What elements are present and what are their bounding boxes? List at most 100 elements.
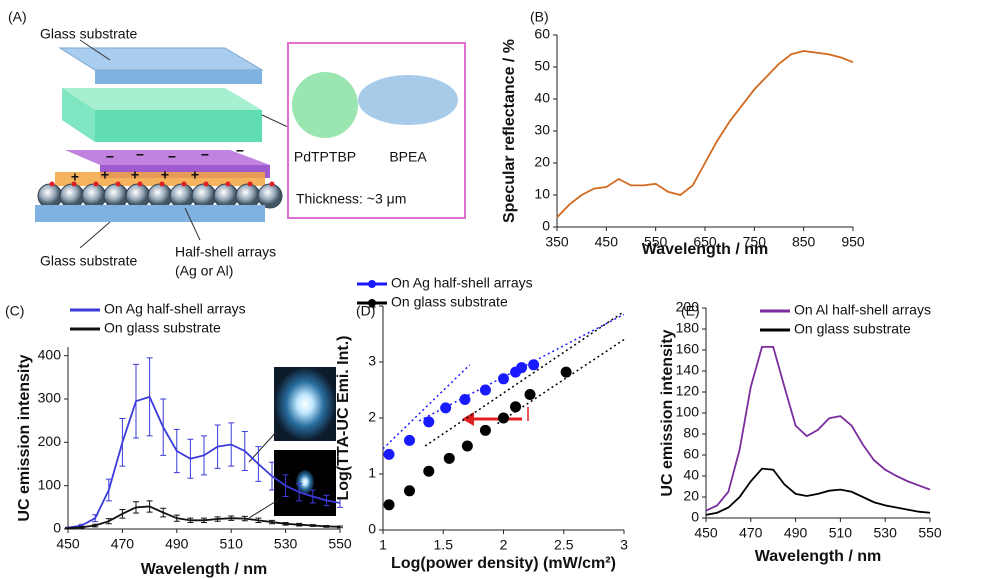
figure: (A) Glass substrate Glass substrate Half…: [0, 0, 983, 579]
x-tick-label: 450: [595, 234, 619, 250]
charge: +: [101, 167, 109, 183]
legend-label: On Al half-shell arrays: [794, 302, 931, 318]
label: Thickness: ~3 μm: [296, 191, 406, 207]
sensitizer-molecule: [292, 72, 358, 138]
point: [459, 394, 470, 405]
y-axis-label: UC emission intensity: [659, 329, 676, 496]
point: [480, 385, 491, 396]
label: Glass substrate: [40, 253, 137, 269]
y-tick-label: 160: [676, 341, 700, 357]
point: [444, 453, 455, 464]
fit-line: [383, 365, 470, 449]
y-tick-label: 40: [683, 467, 699, 483]
point: [516, 362, 527, 373]
point: [561, 367, 572, 378]
inset-images: [249, 367, 336, 518]
x-tick-label: 470: [111, 536, 135, 552]
y-tick-label: 0: [368, 521, 376, 537]
half-shell: [148, 184, 172, 208]
x-tick-label: 950: [841, 234, 865, 250]
x-tick-label: 530: [874, 525, 898, 541]
y-tick-label: 200: [676, 299, 700, 315]
y-axis-label: Log(TTA-UC Emi. Int.): [335, 336, 352, 501]
x-tick-label: 510: [220, 536, 244, 552]
dot: [204, 182, 209, 187]
y-tick-label: 40: [534, 90, 550, 106]
point: [528, 359, 539, 370]
y-axis-label: UC emission intensity: [16, 354, 33, 521]
callout: [80, 222, 110, 248]
legend-marker: [368, 280, 376, 288]
x-tick-label: 1.5: [434, 537, 454, 553]
charge: +: [131, 167, 139, 183]
dot: [270, 182, 275, 187]
x-axis-label: Wavelength / nm: [642, 241, 769, 258]
charge: −: [201, 147, 209, 163]
series-line: [706, 347, 930, 511]
callout: [262, 115, 290, 128]
inset-image: [274, 367, 336, 441]
point: [498, 413, 509, 424]
y-tick-label: 20: [683, 488, 699, 504]
y-axis-label: Specular reflectance / %: [501, 39, 518, 223]
half-shell: [38, 184, 62, 208]
y-tick-label: 400: [38, 346, 62, 362]
half-shell: [126, 184, 150, 208]
charge: +: [71, 169, 79, 185]
label: BPEA: [389, 149, 427, 165]
glass-bottom: [35, 205, 265, 222]
callout: [249, 430, 278, 462]
point: [384, 499, 395, 510]
y-tick-label: 0: [691, 509, 699, 525]
x-axis-label: Log(power density) (mW/cm²): [391, 555, 616, 572]
spheres: [38, 182, 282, 209]
film-side: [95, 110, 262, 142]
x-tick-label: 530: [274, 536, 298, 552]
x-tick-label: 550: [918, 525, 942, 541]
charge: −: [136, 147, 144, 163]
label: Glass substrate: [40, 26, 137, 42]
y-tick-label: 0: [542, 218, 550, 234]
charge: −: [236, 143, 244, 159]
half-shell: [104, 184, 128, 208]
x-tick-label: 550: [328, 536, 352, 552]
x-tick-label: 490: [165, 536, 189, 552]
y-tick-label: 50: [534, 58, 550, 74]
x-tick-label: 2: [500, 537, 508, 553]
point: [525, 389, 536, 400]
dot: [94, 182, 99, 187]
y-tick-label: 30: [534, 122, 550, 138]
y-tick-label: 100: [38, 476, 62, 492]
half-shell: [236, 184, 260, 208]
y-tick-label: 60: [534, 26, 550, 42]
y-tick-label: 200: [38, 433, 62, 449]
legend-label: On glass substrate: [794, 321, 911, 337]
point: [462, 441, 473, 452]
x-tick-label: 3: [620, 537, 628, 553]
y-tick-label: 10: [534, 186, 550, 202]
dot: [182, 182, 187, 187]
label: Half-shell arrays: [175, 244, 276, 260]
y-tick-label: 1: [368, 465, 376, 481]
legend-label: On Ag half-shell arrays: [104, 301, 246, 317]
half-shell: [82, 184, 106, 208]
charge: +: [161, 167, 169, 183]
point: [404, 435, 415, 446]
half-shell: [214, 184, 238, 208]
point: [480, 425, 491, 436]
y-tick-label: 120: [676, 383, 700, 399]
y-tick-label: 100: [676, 404, 700, 420]
half-shell: [170, 184, 194, 208]
y-tick-label: 180: [676, 320, 700, 336]
point: [423, 416, 434, 427]
x-tick-label: 850: [792, 234, 816, 250]
glass-top-side: [95, 70, 262, 84]
point: [440, 402, 451, 413]
half-shell: [258, 184, 282, 208]
x-tick-label: 490: [784, 525, 808, 541]
panel-label: (A): [8, 9, 27, 25]
x-tick-label: 450: [694, 525, 718, 541]
panel-label: (C): [5, 303, 24, 319]
point: [384, 449, 395, 460]
label: (Ag or Al): [175, 263, 233, 279]
